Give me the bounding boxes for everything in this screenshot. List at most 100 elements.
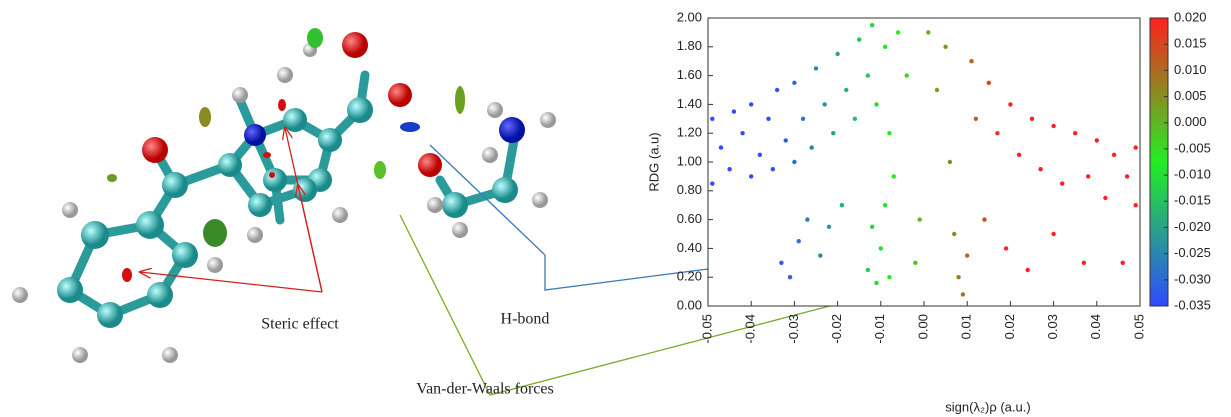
y-tick-label: 1.40 xyxy=(677,96,702,111)
y-tick-label: 1.60 xyxy=(677,67,702,82)
point xyxy=(943,44,948,49)
point xyxy=(826,224,832,229)
point xyxy=(749,102,754,107)
point xyxy=(1111,152,1117,157)
point xyxy=(1073,131,1078,136)
point xyxy=(731,109,737,114)
point xyxy=(956,275,961,280)
point xyxy=(835,51,840,57)
point xyxy=(973,116,979,122)
point xyxy=(869,23,875,28)
point xyxy=(770,167,775,172)
point xyxy=(809,145,814,150)
point xyxy=(947,159,953,165)
colorbar-tick-label: 0.000 xyxy=(1174,114,1207,129)
point xyxy=(800,116,806,122)
y-tick-label: 1.00 xyxy=(677,153,702,168)
point xyxy=(1003,246,1009,251)
plot-frame xyxy=(707,17,1141,307)
annotation: H-bond xyxy=(501,311,550,328)
point xyxy=(874,102,879,107)
x-tick-label: 0.00 xyxy=(915,314,930,339)
x-tick-label: 0.03 xyxy=(1045,314,1060,339)
point xyxy=(926,30,931,35)
y-axis-label: RDG (a.u) xyxy=(646,132,661,191)
point xyxy=(960,292,966,297)
point xyxy=(852,116,858,122)
point xyxy=(1038,167,1043,172)
point xyxy=(952,231,957,237)
x-tick-label: -0.01 xyxy=(872,314,887,344)
point xyxy=(1025,267,1030,273)
point xyxy=(934,87,940,93)
point xyxy=(917,217,922,222)
point xyxy=(757,152,763,157)
y-tick-label: 0.20 xyxy=(677,269,702,284)
point xyxy=(1016,152,1022,157)
point xyxy=(740,131,745,136)
point xyxy=(1133,145,1138,150)
point xyxy=(869,224,875,229)
point xyxy=(1133,203,1138,208)
point xyxy=(986,80,991,86)
colorbar-tick-label: -0.030 xyxy=(1174,271,1211,286)
colorbar-tick-label: 0.005 xyxy=(1174,88,1207,103)
point xyxy=(766,116,771,122)
point xyxy=(1094,138,1100,143)
point xyxy=(1060,181,1065,186)
point xyxy=(865,267,871,273)
point xyxy=(749,174,754,179)
point xyxy=(1085,174,1091,179)
point xyxy=(792,159,797,165)
point xyxy=(882,203,888,208)
point xyxy=(787,275,793,280)
point xyxy=(913,260,918,265)
point xyxy=(969,59,974,64)
point xyxy=(891,174,896,179)
y-tick-label: 1.80 xyxy=(677,38,702,53)
colorbar-tick-label: -0.025 xyxy=(1174,245,1211,260)
point xyxy=(1124,174,1130,179)
x-tick-label: 0.02 xyxy=(1002,314,1017,339)
point xyxy=(718,145,724,150)
point xyxy=(1081,260,1087,265)
point xyxy=(857,37,862,42)
point xyxy=(831,131,836,136)
point xyxy=(844,87,849,93)
x-tick-label: -0.05 xyxy=(699,314,714,344)
point xyxy=(710,116,715,122)
colorbar-tick-label: 0.020 xyxy=(1174,9,1207,24)
annotation: Van-der-Waals forces xyxy=(416,381,553,398)
point xyxy=(783,138,788,143)
colorbar-tick-label: -0.015 xyxy=(1174,193,1211,208)
point xyxy=(774,87,780,93)
x-tick-label: -0.03 xyxy=(786,314,801,344)
x-tick-label: 0.05 xyxy=(1131,314,1146,339)
point xyxy=(874,280,879,286)
point xyxy=(895,30,901,35)
point xyxy=(1103,195,1108,201)
point xyxy=(1008,102,1013,107)
x-tick-label: 0.04 xyxy=(1088,314,1103,339)
point xyxy=(1051,123,1056,129)
annotation: Steric effect xyxy=(261,316,339,333)
colorbar-tick-label: -0.005 xyxy=(1174,140,1211,155)
colorbar-tick-label: -0.010 xyxy=(1174,167,1211,182)
point xyxy=(865,73,871,78)
point xyxy=(982,217,987,222)
point xyxy=(805,217,810,222)
point xyxy=(995,131,1000,136)
point xyxy=(1029,116,1035,122)
point xyxy=(887,275,892,280)
y-tick-label: 0.40 xyxy=(677,240,702,255)
point xyxy=(779,260,784,265)
y-tick-label: 0.60 xyxy=(677,211,702,226)
point xyxy=(1051,231,1056,237)
colorbar-tick-label: 0.015 xyxy=(1174,36,1207,51)
point xyxy=(792,80,797,86)
colorbar-tick-label: 0.010 xyxy=(1174,62,1207,77)
point xyxy=(965,253,970,258)
x-tick-label: -0.04 xyxy=(743,314,758,344)
point xyxy=(904,73,909,78)
